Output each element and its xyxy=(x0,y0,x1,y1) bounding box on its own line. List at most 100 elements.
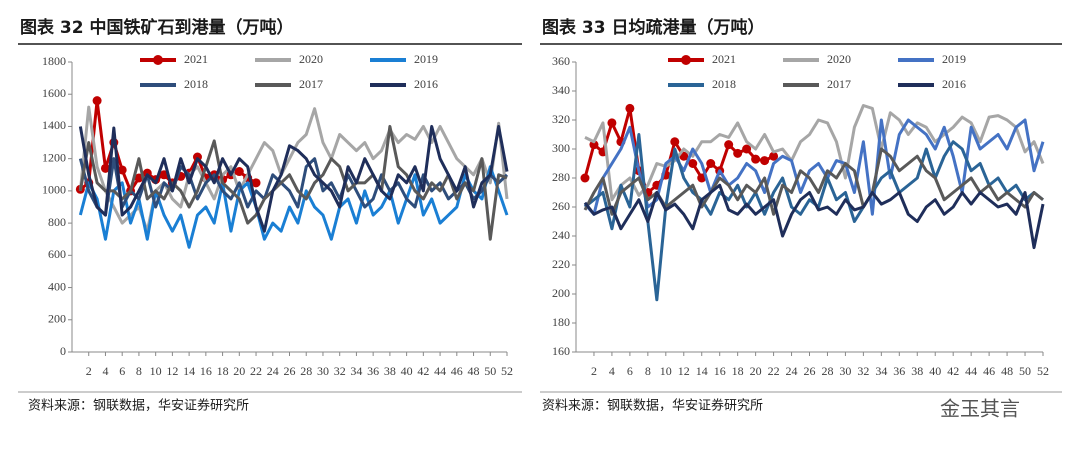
y-tick-label: 180 xyxy=(552,315,570,329)
point xyxy=(92,96,102,106)
y-tick-label: 1400 xyxy=(42,118,66,132)
x-tick-label: 16 xyxy=(200,364,212,378)
point xyxy=(100,163,110,173)
y-tick-label: 160 xyxy=(552,344,570,358)
y-tick-label: 220 xyxy=(552,257,570,271)
x-tick-label: 4 xyxy=(102,364,108,378)
x-tick-label: 46 xyxy=(983,364,995,378)
x-tick-label: 6 xyxy=(627,364,633,378)
x-tick-label: 28 xyxy=(821,364,833,378)
x-tick-label: 36 xyxy=(893,364,905,378)
x-tick-label: 34 xyxy=(350,364,362,378)
y-tick-label: 260 xyxy=(552,199,570,213)
y-tick-label: 280 xyxy=(552,170,570,184)
x-tick-label: 14 xyxy=(696,364,708,378)
legend-label: 2019 xyxy=(942,52,966,66)
watermark: 金玉其言 xyxy=(940,397,1020,421)
y-tick-label: 0 xyxy=(60,344,66,358)
x-tick-label: 26 xyxy=(284,364,296,378)
legend-label: 2016 xyxy=(942,77,966,91)
x-tick-label: 44 xyxy=(965,364,977,378)
series-line xyxy=(583,106,775,194)
x-tick-label: 2 xyxy=(591,364,597,378)
y-tick-label: 240 xyxy=(552,228,570,242)
x-tick-label: 38 xyxy=(911,364,923,378)
point xyxy=(251,178,261,188)
point xyxy=(706,159,716,168)
x-tick-label: 24 xyxy=(267,364,279,378)
series-line xyxy=(583,183,1045,250)
x-tick-label: 8 xyxy=(136,364,142,378)
legend-label: 2016 xyxy=(414,77,438,91)
legend-marker xyxy=(153,55,163,65)
point xyxy=(733,148,743,158)
legend-label: 2018 xyxy=(184,77,208,91)
x-tick-label: 16 xyxy=(714,364,726,378)
y-tick-label: 360 xyxy=(552,54,570,68)
series-line xyxy=(584,104,1045,202)
point xyxy=(580,173,590,183)
x-tick-label: 24 xyxy=(786,364,798,378)
point xyxy=(234,167,244,177)
legend-label: 2018 xyxy=(712,77,736,91)
y-tick-label: 200 xyxy=(552,286,570,300)
point xyxy=(688,159,698,168)
x-tick-label: 14 xyxy=(183,364,195,378)
x-tick-label: 30 xyxy=(839,364,851,378)
x-tick-label: 12 xyxy=(166,364,178,378)
source-note: 资料来源：钢联数据，华安证券研究所 xyxy=(28,398,249,414)
y-tick-label: 320 xyxy=(552,112,570,126)
point xyxy=(769,151,779,161)
y-tick-label: 1600 xyxy=(42,86,66,100)
chart-title: 图表 33 日均疏港量（万吨） xyxy=(542,17,765,38)
y-tick-label: 200 xyxy=(48,312,66,326)
x-tick-label: 10 xyxy=(150,364,162,378)
y-tick-label: 400 xyxy=(48,279,66,293)
y-tick-label: 800 xyxy=(48,215,66,229)
x-tick-label: 18 xyxy=(217,364,229,378)
point xyxy=(625,103,635,113)
point xyxy=(607,118,617,128)
x-tick-label: 40 xyxy=(401,364,413,378)
x-tick-label: 48 xyxy=(468,364,480,378)
x-tick-label: 36 xyxy=(367,364,379,378)
series-line xyxy=(584,133,1044,302)
source-note: 资料来源：钢联数据，华安证券研究所 xyxy=(542,398,763,414)
x-tick-label: 42 xyxy=(947,364,959,378)
y-tick-label: 340 xyxy=(552,83,570,97)
legend-label: 2020 xyxy=(299,52,323,66)
point xyxy=(670,137,680,147)
point xyxy=(760,156,770,166)
x-tick-label: 20 xyxy=(750,364,762,378)
x-tick-label: 40 xyxy=(929,364,941,378)
x-tick-label: 52 xyxy=(1037,364,1049,378)
point xyxy=(589,140,599,150)
x-tick-label: 6 xyxy=(119,364,125,378)
y-tick-label: 300 xyxy=(552,141,570,155)
x-tick-label: 50 xyxy=(1019,364,1031,378)
x-tick-label: 28 xyxy=(300,364,312,378)
point xyxy=(742,144,752,154)
chart-title: 图表 32 中国铁矿石到港量（万吨） xyxy=(20,17,294,38)
y-tick-label: 1200 xyxy=(42,150,66,164)
y-tick-label: 1000 xyxy=(42,183,66,197)
series-line xyxy=(78,124,508,241)
x-tick-label: 30 xyxy=(317,364,329,378)
point xyxy=(117,165,127,175)
series-line xyxy=(78,124,509,233)
x-tick-label: 26 xyxy=(804,364,816,378)
x-tick-label: 32 xyxy=(857,364,869,378)
x-tick-label: 50 xyxy=(484,364,496,378)
x-tick-label: 42 xyxy=(417,364,429,378)
x-tick-label: 48 xyxy=(1001,364,1013,378)
x-tick-label: 2 xyxy=(86,364,92,378)
legend-label: 2017 xyxy=(827,77,851,91)
x-tick-label: 4 xyxy=(609,364,615,378)
x-tick-label: 22 xyxy=(250,364,262,378)
x-tick-label: 34 xyxy=(875,364,887,378)
x-tick-label: 44 xyxy=(434,364,446,378)
x-tick-label: 10 xyxy=(660,364,672,378)
x-tick-label: 22 xyxy=(768,364,780,378)
x-tick-label: 46 xyxy=(451,364,463,378)
legend-label: 2019 xyxy=(414,52,438,66)
